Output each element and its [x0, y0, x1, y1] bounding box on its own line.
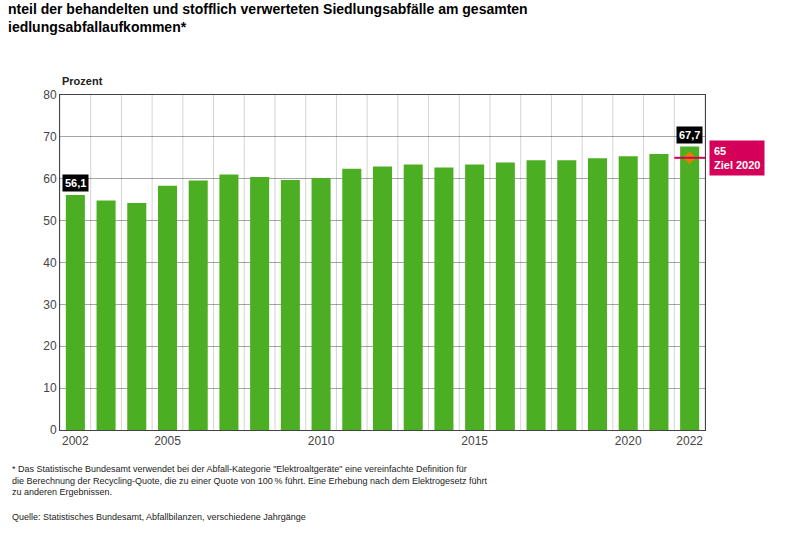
svg-text:Prozent: Prozent: [62, 75, 103, 87]
svg-text:2010: 2010: [308, 434, 335, 448]
svg-text:40: 40: [43, 256, 57, 270]
svg-text:50: 50: [43, 214, 57, 228]
svg-text:* Das Statistische Bundesamt v: * Das Statistische Bundesamt verwendet b…: [12, 464, 488, 497]
svg-text:30: 30: [43, 298, 57, 312]
svg-text:20: 20: [43, 339, 57, 353]
svg-text:56,1: 56,1: [65, 177, 86, 189]
svg-text:67,7: 67,7: [679, 129, 700, 141]
svg-text:nteil der behandelten und stof: nteil der behandelten und stofflich verw…: [8, 1, 528, 35]
svg-text:65Ziel 2020: 65Ziel 2020: [714, 145, 760, 171]
svg-text:80: 80: [43, 88, 57, 102]
svg-text:60: 60: [43, 172, 57, 186]
svg-text:2005: 2005: [154, 434, 181, 448]
svg-text:70: 70: [43, 130, 57, 144]
svg-text:Quelle: Statistisches Bundesam: Quelle: Statistisches Bundesamt, Abfallb…: [12, 512, 306, 522]
svg-text:10: 10: [43, 381, 57, 395]
svg-text:2020: 2020: [615, 434, 642, 448]
svg-text:2022: 2022: [676, 434, 703, 448]
svg-text:2002: 2002: [62, 434, 89, 448]
svg-text:2015: 2015: [461, 434, 488, 448]
svg-text:0: 0: [50, 423, 57, 437]
